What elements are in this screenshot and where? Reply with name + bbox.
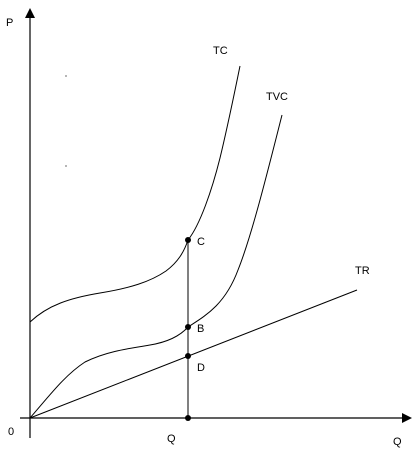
q-tick-label: Q	[167, 433, 176, 445]
point-d-label: D	[197, 362, 205, 374]
point-b-dot	[185, 324, 191, 330]
point-c-label: C	[197, 236, 205, 248]
tc-label: TC	[213, 45, 228, 57]
tr-label: TR	[355, 265, 370, 277]
tr-line	[29, 289, 358, 419]
tvc-label: TVC	[266, 91, 288, 103]
point-d-dot	[185, 353, 191, 359]
point-c-dot	[185, 237, 191, 243]
tc-curve	[29, 65, 241, 323]
point-q-dot	[185, 415, 191, 421]
x-axis-label: Q	[393, 436, 402, 448]
y-axis-label: P	[6, 17, 13, 29]
origin-label: 0	[8, 426, 14, 438]
tvc-curve	[29, 114, 283, 419]
point-b-label: B	[197, 323, 204, 335]
stray-dot	[65, 165, 67, 167]
stray-dot	[65, 75, 67, 77]
